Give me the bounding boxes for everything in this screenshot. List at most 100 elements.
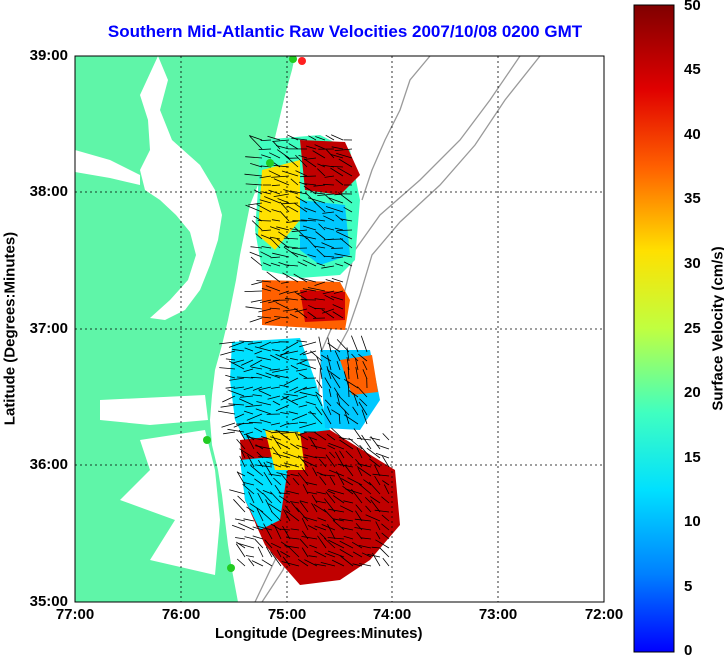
velocity-arrow (275, 429, 291, 441)
velocity-arrow (372, 473, 390, 477)
colorbar (633, 4, 675, 653)
velocity-arrow (276, 472, 291, 477)
velocity-arrow (300, 175, 317, 178)
velocity-arrow (272, 252, 290, 258)
velocity-arrow (341, 478, 354, 486)
velocity-arrow (323, 255, 335, 258)
velocity-arrow (362, 369, 368, 380)
velocity-arrow (250, 163, 263, 168)
velocity-arrow (271, 209, 281, 213)
velocity-arrow (318, 458, 327, 468)
y-tick-label: 39:00 (29, 47, 68, 64)
velocity-arrow (318, 336, 323, 353)
velocity-arrow (327, 524, 336, 540)
velocity-arrow (227, 389, 245, 397)
velocity-arrow (299, 350, 308, 356)
velocity-arrow (267, 135, 281, 141)
velocity-arrow (323, 537, 336, 549)
velocity-arrow (237, 495, 246, 504)
velocity-arrow (334, 148, 353, 151)
velocity-arrow (255, 408, 272, 415)
velocity-arrow (269, 236, 281, 240)
velocity-arrow (374, 464, 381, 477)
velocity-arrow (223, 431, 236, 435)
velocity-arrow (257, 316, 272, 319)
velocity-arrow (355, 358, 359, 371)
velocity-arrow (362, 361, 368, 371)
velocity-arrow (301, 459, 318, 468)
velocity-arrow (307, 197, 326, 204)
velocity-arrow (332, 304, 344, 310)
velocity-arrow (263, 461, 273, 477)
velocity-arrow (372, 552, 381, 567)
velocity-arrow (352, 551, 363, 558)
velocity-arrow (299, 341, 317, 348)
velocity-arrow (343, 261, 353, 267)
velocity-arrow (273, 477, 282, 486)
velocity-arrow (278, 495, 291, 504)
y-tick-label: 36:00 (29, 456, 68, 473)
y-axis-title: Latitude (Degrees:Minutes) (1, 231, 19, 426)
velocity-arrow (260, 436, 273, 441)
velocity-arrow (339, 396, 350, 407)
velocity-arrow (273, 524, 282, 540)
velocity-arrow (233, 499, 246, 513)
velocity-arrow (337, 167, 353, 177)
velocity-arrow (328, 442, 345, 450)
velocity-arrow (259, 419, 272, 424)
velocity-arrow (382, 433, 390, 441)
velocity-arrow (351, 335, 359, 353)
velocity-arrow (253, 215, 263, 222)
velocity-arrow (296, 340, 308, 343)
x-axis-title: Longitude (Degrees:Minutes) (215, 625, 423, 642)
velocity-arrow (319, 368, 323, 380)
velocity-arrow (327, 445, 336, 450)
velocity-arrow (343, 378, 359, 389)
velocity-arrow (304, 454, 318, 459)
velocity-arrow (222, 395, 236, 403)
velocity-arrow (289, 357, 299, 361)
x-tick-label: 76:00 (161, 606, 201, 623)
velocity-arrow (361, 434, 372, 450)
velocity-arrow (295, 196, 308, 204)
velocity-arrow (273, 178, 290, 186)
velocity-arrow (326, 369, 341, 380)
velocity-arrow (314, 525, 327, 531)
velocity-arrow (265, 285, 281, 292)
velocity-arrow (273, 193, 290, 197)
velocity-arrow (303, 183, 317, 186)
velocity-arrow (357, 463, 372, 468)
velocity-arrow (243, 518, 255, 522)
velocity-arrow (266, 461, 282, 468)
velocity-arrow (327, 489, 345, 495)
velocity-arrow (317, 535, 327, 549)
velocity-arrow (232, 348, 245, 352)
velocity-arrow (339, 518, 354, 522)
velocity-arrow (324, 227, 335, 231)
velocity-arrow (370, 496, 381, 504)
velocity-arrow (339, 540, 354, 549)
velocity-arrow (343, 500, 354, 504)
velocity-arrow (280, 541, 291, 549)
velocity-arrow (235, 543, 246, 558)
velocity-arrow (320, 474, 336, 477)
velocity-arrow (284, 297, 299, 301)
velocity-arrow (333, 518, 345, 522)
velocity-arrow (375, 452, 390, 459)
velocity-arrow (237, 542, 255, 549)
velocity-arrow (250, 299, 263, 303)
velocity-arrow (275, 441, 291, 450)
velocity-arrow (257, 492, 264, 504)
velocity-arrow (336, 402, 350, 416)
velocity-arrow (322, 308, 335, 314)
velocity-arrow (291, 395, 308, 402)
velocity-arrow (304, 207, 317, 213)
velocity-arrow (327, 238, 344, 240)
velocity-arrow (291, 502, 300, 513)
velocity-arrow (270, 523, 282, 531)
velocity-arrow (250, 256, 263, 267)
velocity-arrow (271, 184, 281, 187)
velocity-arrow (271, 349, 281, 352)
velocity-arrow (254, 350, 263, 355)
velocity-arrow (238, 429, 246, 441)
